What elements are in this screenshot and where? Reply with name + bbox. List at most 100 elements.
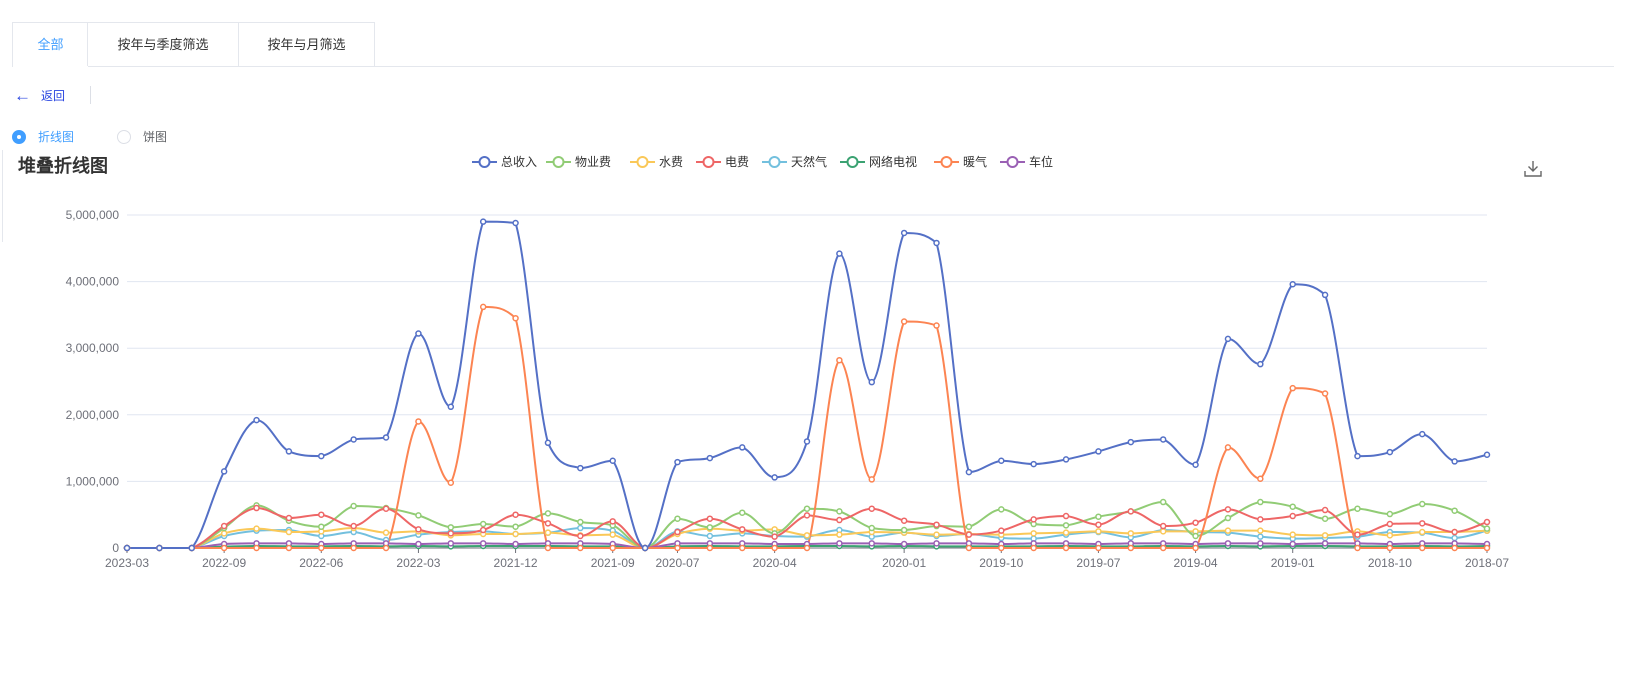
x-tick-label: 2020-04	[753, 556, 797, 570]
x-tick-label: 2022-09	[202, 556, 246, 570]
data-point	[1483, 451, 1491, 459]
data-point	[285, 514, 293, 522]
legend-item[interactable]: 暖气	[934, 153, 987, 170]
x-tick-label: 2021-12	[494, 556, 538, 570]
data-point	[1354, 544, 1361, 552]
data-point	[1321, 390, 1329, 397]
data-point	[1289, 512, 1296, 520]
data-point	[1030, 544, 1037, 552]
data-point	[706, 544, 714, 552]
data-point	[318, 452, 325, 460]
data-point	[738, 444, 746, 451]
legend-item[interactable]: 电费	[696, 153, 749, 170]
x-tick-label: 2022-03	[396, 556, 440, 570]
legend-item[interactable]: 车位	[1000, 153, 1053, 170]
data-point	[1224, 540, 1232, 547]
data-point	[1192, 544, 1199, 552]
data-point	[1354, 505, 1361, 512]
data-point	[1354, 452, 1361, 460]
data-point	[1257, 360, 1264, 368]
data-point	[868, 505, 876, 512]
data-point	[674, 515, 681, 522]
data-point	[1451, 458, 1458, 465]
data-point	[447, 479, 455, 486]
x-tick-label: 2020-07	[655, 556, 699, 570]
x-tick-label: 2022-06	[299, 556, 343, 570]
y-tick-label: 3,000,000	[66, 341, 120, 355]
data-point	[253, 416, 260, 424]
tab-year-quarter[interactable]: 按年与季度筛选	[87, 22, 239, 66]
tab-all[interactable]: 全部	[12, 22, 89, 67]
data-point	[1418, 430, 1426, 438]
radio-pie-chart-label: 饼图	[143, 130, 168, 144]
y-tick-label: 1,000,000	[66, 474, 120, 488]
legend-line-icon	[696, 155, 721, 168]
data-point	[836, 540, 843, 547]
data-point	[1418, 544, 1426, 552]
filter-tabs: 全部 按年与季度筛选 按年与月筛选	[12, 22, 1614, 67]
x-tick-label: 2018-10	[1368, 556, 1412, 570]
data-point	[771, 474, 778, 481]
data-point	[836, 250, 843, 257]
data-point	[1095, 513, 1102, 520]
data-point	[1321, 291, 1329, 299]
data-point	[577, 518, 584, 526]
data-point	[415, 330, 422, 337]
data-point	[1224, 506, 1232, 513]
radio-line-chart[interactable]: 折线图	[12, 128, 74, 145]
data-point	[350, 522, 357, 530]
data-point	[674, 528, 681, 536]
data-point	[1095, 544, 1102, 552]
y-tick-label: 2,000,000	[66, 408, 120, 422]
tab-year-month[interactable]: 按年与月筛选	[238, 22, 375, 66]
download-icon[interactable]	[1522, 158, 1544, 180]
data-point	[1095, 528, 1102, 535]
data-point	[1062, 544, 1070, 552]
data-point	[998, 457, 1005, 465]
legend-label: 物业费	[575, 155, 612, 169]
data-point	[253, 504, 260, 512]
chart-title: 堆叠折线图	[18, 156, 108, 176]
data-point	[868, 476, 876, 483]
legend-label: 电费	[725, 155, 750, 169]
data-point	[998, 506, 1005, 513]
x-tick-label: 2019-07	[1076, 556, 1120, 570]
data-point	[1127, 544, 1135, 552]
data-point	[350, 544, 357, 552]
data-point	[738, 526, 746, 533]
radio-pie-chart[interactable]: 饼图	[117, 128, 167, 145]
radio-dot-checked	[12, 129, 26, 144]
data-point	[1418, 500, 1426, 508]
back-button[interactable]: ← 返回	[14, 84, 65, 106]
data-point	[1224, 514, 1232, 522]
data-point	[1192, 532, 1199, 540]
legend-item[interactable]: 物业费	[546, 153, 611, 170]
data-point	[868, 378, 876, 386]
data-point	[415, 418, 422, 425]
legend-line-icon	[630, 155, 655, 168]
data-point	[1386, 520, 1394, 528]
y-tick-label: 4,000,000	[66, 275, 120, 289]
divider	[90, 86, 91, 104]
data-point	[965, 468, 973, 476]
data-point	[933, 540, 940, 547]
data-point	[1451, 507, 1458, 514]
data-point	[447, 540, 455, 547]
legend-item[interactable]: 水费	[630, 153, 683, 170]
legend-item[interactable]: 网络电视	[840, 153, 917, 170]
data-point	[512, 523, 519, 530]
legend-item[interactable]: 天然气	[762, 153, 827, 170]
data-point	[544, 510, 552, 517]
data-point	[1159, 528, 1167, 535]
data-point	[479, 218, 487, 225]
data-point	[447, 403, 455, 411]
data-point	[1127, 530, 1135, 537]
data-point	[577, 524, 584, 532]
data-point	[706, 454, 714, 462]
x-tick-label: 2018-07	[1465, 556, 1509, 570]
data-point	[1354, 531, 1361, 538]
arrow-left-icon: ←	[14, 85, 31, 105]
data-point	[836, 531, 843, 538]
legend-item[interactable]: 总收入	[472, 153, 537, 170]
data-point	[933, 239, 940, 247]
